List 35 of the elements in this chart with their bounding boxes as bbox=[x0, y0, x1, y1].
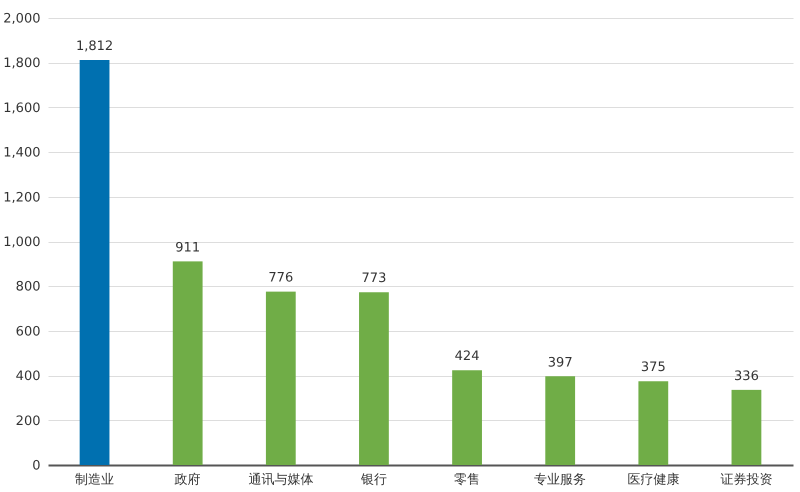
data-label: 776 bbox=[268, 270, 294, 286]
x-tick-label: 银行 bbox=[360, 472, 387, 488]
data-label: 375 bbox=[640, 360, 666, 376]
y-tick-label: 1,000 bbox=[3, 235, 40, 250]
data-label: 397 bbox=[548, 355, 573, 370]
bar bbox=[359, 292, 389, 465]
data-label: 773 bbox=[362, 271, 386, 286]
bar bbox=[452, 370, 482, 465]
y-tick-label: 1,800 bbox=[3, 56, 40, 72]
bar bbox=[266, 292, 296, 465]
y-tick-label: 1,200 bbox=[3, 190, 40, 206]
data-label: 911 bbox=[175, 240, 200, 256]
y-tick-label: 2,000 bbox=[3, 12, 40, 26]
y-tick-label: 1,600 bbox=[3, 100, 40, 116]
bar bbox=[732, 390, 762, 465]
x-tick-label: 证券投资 bbox=[720, 472, 772, 488]
y-tick-label: 200 bbox=[16, 414, 40, 429]
y-tick-label: 0 bbox=[32, 458, 40, 474]
y-tick-label: 400 bbox=[16, 369, 40, 384]
x-tick-label: 政府 bbox=[174, 472, 201, 488]
x-tick-label: 零售 bbox=[454, 472, 480, 488]
bar bbox=[638, 381, 668, 465]
bar bbox=[545, 376, 576, 465]
x-tick-label: 通讯与媒体 bbox=[248, 472, 314, 488]
x-tick-label: 医疗健康 bbox=[627, 472, 680, 488]
data-label: 336 bbox=[734, 368, 759, 384]
y-tick-label: 1,400 bbox=[3, 146, 40, 161]
bar bbox=[172, 261, 203, 465]
y-tick-label: 800 bbox=[16, 280, 40, 295]
data-label: 1,812 bbox=[76, 39, 114, 54]
y-tick-label: 600 bbox=[16, 324, 40, 340]
x-tick-label: 制造业 bbox=[75, 472, 114, 488]
x-tick-label: 专业服务 bbox=[534, 472, 586, 488]
bar bbox=[80, 60, 110, 465]
data-label: 424 bbox=[454, 349, 480, 364]
